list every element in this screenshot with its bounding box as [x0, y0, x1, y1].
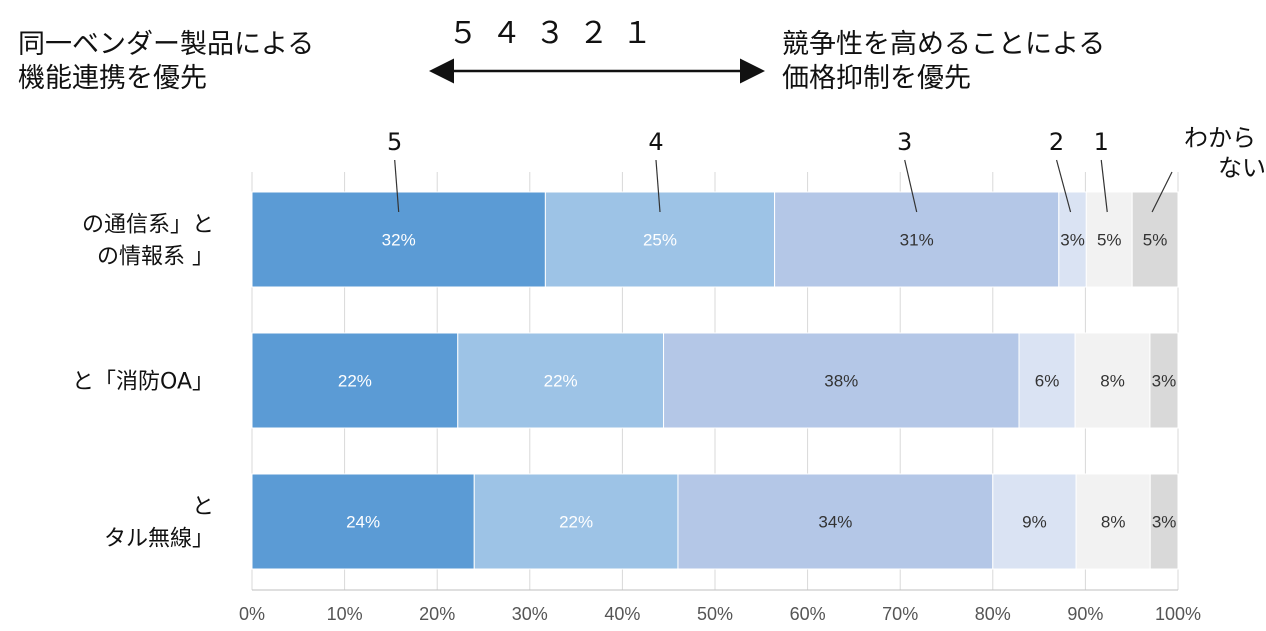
legend-label: 2	[1049, 128, 1064, 156]
bar-segment	[1058, 191, 1087, 288]
left-caption-line1: 同一ベンダー製品による	[18, 29, 315, 60]
bars: 32% 25% 31% 3% 5% 5% 22% 22% 38% 6% 8% 3% 24% 22% 34% 9…	[251, 191, 1179, 570]
leader-line	[1055, 159, 1072, 213]
data-label: 6%	[1035, 372, 1060, 391]
bar-segment	[1074, 332, 1151, 429]
x-tick-label: 80%	[975, 604, 1011, 624]
legend-label: わから	[1184, 124, 1256, 152]
x-axis: 0% 10% 20% 30% 40% 50% 60% 70% 80% 90% 100%	[239, 604, 1201, 624]
bar-segment	[1131, 191, 1179, 288]
leader-line	[1100, 159, 1108, 213]
leader-line	[904, 159, 918, 213]
data-label: 32%	[382, 231, 416, 250]
category-label: の通信系」と	[82, 213, 214, 238]
bar-segment	[1085, 191, 1133, 288]
bar-segment	[677, 473, 994, 570]
data-label: 22%	[544, 372, 578, 391]
category-label: と	[192, 495, 214, 520]
data-label: 24%	[346, 513, 380, 532]
x-tick-label: 50%	[697, 604, 733, 624]
data-label: 3%	[1152, 372, 1177, 391]
x-tick-label: 10%	[327, 604, 363, 624]
bar-segment	[457, 332, 665, 429]
data-label: 9%	[1022, 513, 1047, 532]
data-label: 34%	[818, 513, 852, 532]
bar-segment	[473, 473, 679, 570]
legend-label: 3	[897, 128, 912, 156]
right-caption-line1: 競争性を高めることによる	[782, 29, 1106, 60]
bar-segment	[1075, 473, 1151, 570]
bar-segment	[1149, 332, 1179, 429]
x-tick-label: 30%	[512, 604, 548, 624]
category-label: と「消防OA」	[72, 370, 214, 395]
bar-segment	[663, 332, 1020, 429]
data-label: 3%	[1060, 231, 1085, 250]
legend-label: 1	[1094, 128, 1109, 156]
right-caption: 競争性を高めることによる 価格抑制を優先	[782, 28, 1105, 96]
category-label: タル無線」	[104, 527, 214, 552]
data-label: 5%	[1143, 231, 1168, 250]
x-tick-label: 70%	[882, 604, 918, 624]
data-label: 8%	[1100, 372, 1125, 391]
leader-line	[394, 159, 400, 213]
data-label: 22%	[338, 372, 372, 391]
scale-numbers: ５ ４ ３ ２ １	[448, 16, 655, 51]
data-label: 31%	[900, 231, 934, 250]
x-tick-label: 60%	[790, 604, 826, 624]
bar-segment	[1018, 332, 1076, 429]
x-tick-label: 40%	[604, 604, 640, 624]
x-tick-label: 90%	[1067, 604, 1103, 624]
bar-segment	[251, 332, 459, 429]
x-tick-label: 0%	[239, 604, 265, 624]
data-label: 22%	[559, 513, 593, 532]
leader-line	[1151, 171, 1173, 213]
data-label: 5%	[1097, 231, 1122, 250]
data-label: 38%	[824, 372, 858, 391]
category-label: の情報系 」	[97, 245, 214, 270]
leader-line	[655, 159, 661, 213]
bar-segment	[1149, 473, 1179, 570]
data-label: 8%	[1101, 513, 1126, 532]
left-caption: 同一ベンダー製品による 機能連携を優先	[18, 28, 314, 96]
left-caption-line2: 機能連携を優先	[18, 63, 207, 94]
data-label: 3%	[1152, 513, 1177, 532]
data-label: 25%	[643, 231, 677, 250]
bar-segment	[992, 473, 1077, 570]
x-tick-label: 20%	[419, 604, 455, 624]
right-caption-line2: 価格抑制を優先	[782, 63, 971, 94]
legend-label: ない	[1218, 154, 1266, 182]
bar-segment	[251, 473, 475, 570]
bar-segment	[774, 191, 1060, 288]
legend-label: 4	[648, 128, 663, 156]
legend-label: 5	[387, 128, 402, 156]
x-tick-label: 100%	[1155, 604, 1201, 624]
